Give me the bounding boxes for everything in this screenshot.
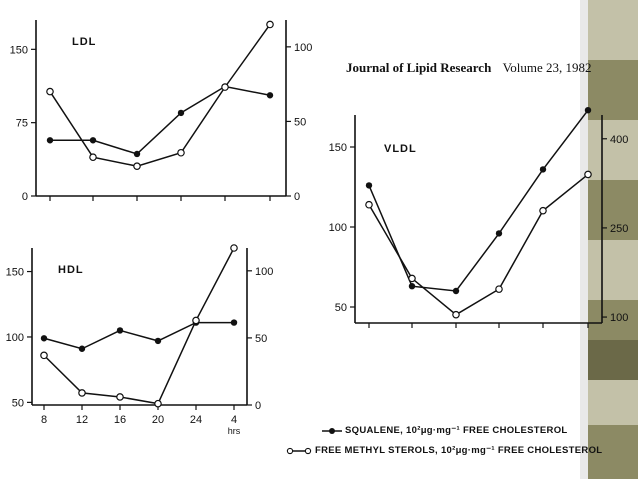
squalene-line [50, 85, 271, 155]
journal-name: Journal of Lipid Research [346, 60, 492, 75]
strip-block-7 [588, 380, 638, 425]
journal-citation: Journal of Lipid Research Volume 23, 198… [346, 60, 592, 76]
legend-methyl-sterols: FREE METHYL STEROLS, 10²μg·mg⁻¹ FREE CHO… [315, 445, 603, 456]
methyl-sterols-point [40, 351, 48, 360]
legend-squalene: SQUALENE, 10²μg·mg⁻¹ FREE CHOLESTEROL [345, 425, 568, 436]
methyl-sterols-line [49, 24, 271, 167]
methyl-sterols-point [408, 274, 416, 283]
methyl-sterols-point [89, 153, 97, 162]
panel-label: VLDL [384, 143, 417, 155]
left-tick-label: 0 [22, 191, 28, 203]
methyl-sterols-point [116, 393, 124, 401]
paper-background [0, 0, 580, 479]
squalene-point [266, 92, 274, 99]
squalene-point [365, 182, 373, 189]
vldl-chart: 50 100 150 100 250 400 VLDL [329, 107, 628, 328]
squalene-point [89, 137, 97, 144]
right-tick-label: 100 [255, 266, 273, 278]
legend-squalene-marker [329, 428, 335, 434]
squalene-point [154, 337, 162, 345]
squalene-line [368, 109, 589, 292]
ldl-chart: 0 75 150 0 50 100 LDL [10, 20, 312, 203]
methyl-sterols-point [584, 170, 592, 179]
right-tick-label: 100 [294, 42, 312, 54]
left-tick-label: 150 [10, 44, 28, 56]
decorative-side-strip [588, 0, 638, 479]
right-tick-label: 50 [255, 333, 267, 345]
left-tick-label: 150 [329, 142, 347, 154]
methyl-sterols-point [266, 20, 274, 29]
left-tick-label: 75 [16, 118, 28, 130]
strip-block-2 [588, 120, 638, 180]
panel-label: LDL [72, 36, 96, 48]
methyl-sterols-point [230, 244, 238, 252]
squalene-point [539, 166, 547, 173]
strip-block-0 [588, 0, 638, 60]
right-tick-label: 100 [610, 312, 628, 324]
methyl-sterols-point [365, 200, 373, 209]
legend-methyl-sterols-marker [286, 447, 294, 455]
squalene-point [40, 335, 48, 342]
squalene-point [46, 137, 54, 144]
squalene-point [408, 283, 416, 290]
left-tick-label: 150 [6, 267, 24, 279]
panel-label: HDL [58, 264, 84, 276]
methyl-sterols-line [43, 247, 235, 405]
methyl-sterols-line [368, 173, 589, 316]
methyl-sterols-point [177, 148, 185, 157]
x-tick-label: 4 [231, 414, 237, 426]
left-tick-label: 50 [335, 302, 347, 314]
legend-methyl-sterols-marker [304, 447, 312, 455]
x-tick-label: 8 [41, 414, 47, 426]
x-tick-label: 20 [152, 414, 164, 426]
squalene-point [452, 287, 460, 295]
x-tick-label: 16 [114, 414, 126, 426]
right-tick-label: 250 [610, 223, 628, 235]
squalene-point [177, 109, 185, 117]
squalene-point [495, 230, 503, 237]
methyl-sterols-point [154, 399, 162, 408]
left-tick-label: 100 [329, 222, 347, 234]
squalene-point [78, 345, 86, 352]
strip-block-6 [588, 340, 638, 380]
legend-markers [286, 428, 342, 455]
squalene-point [230, 319, 238, 326]
strip-block-3 [588, 180, 638, 240]
strip-block-4 [588, 240, 638, 300]
squalene-point [116, 327, 124, 334]
methyl-sterols-point [78, 389, 86, 397]
methyl-sterols-point [539, 206, 547, 215]
strip-block-8 [588, 425, 638, 479]
methyl-sterols-point [46, 87, 54, 96]
right-tick-label: 50 [294, 116, 306, 128]
x-tick-label: 12 [76, 414, 88, 426]
squalene-point [584, 107, 592, 114]
methyl-sterols-point [495, 285, 503, 293]
strip-block-1 [588, 60, 638, 120]
squalene-point [133, 150, 141, 158]
x-unit-label: hrs [228, 426, 241, 436]
strip-block-5 [588, 300, 638, 340]
methyl-sterols-point [221, 83, 229, 91]
right-tick-label: 400 [610, 134, 628, 146]
methyl-sterols-point [133, 162, 141, 170]
methyl-sterols-point [192, 316, 200, 325]
journal-volume: Volume 23, 1982 [502, 60, 592, 75]
right-tick-label: 0 [294, 191, 300, 203]
left-tick-label: 50 [12, 397, 24, 409]
left-tick-label: 100 [6, 332, 24, 344]
methyl-sterols-point [452, 310, 460, 319]
right-tick-label: 0 [255, 400, 261, 412]
squalene-line [43, 321, 234, 350]
x-tick-label: 24 [190, 414, 202, 426]
